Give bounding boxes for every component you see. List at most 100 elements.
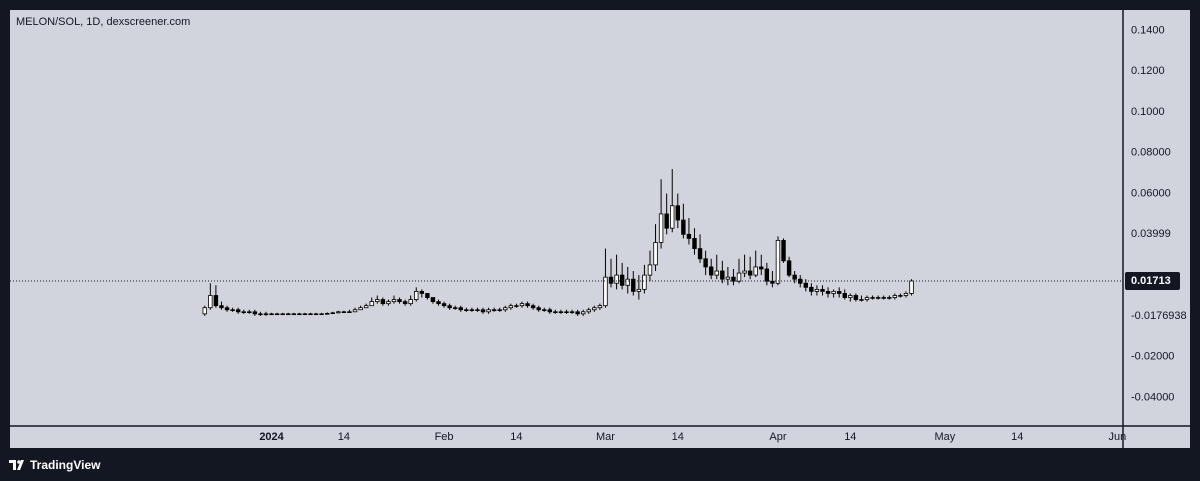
x-tick-label: 14 <box>510 431 522 443</box>
y-tick-label: 0.08000 <box>1131 147 1171 159</box>
candle-body <box>391 299 397 303</box>
y-tick-label: 0.06000 <box>1131 187 1171 199</box>
candle-body <box>519 303 525 307</box>
candle-body <box>419 291 425 294</box>
candle-body <box>575 311 580 315</box>
candle-body <box>330 312 335 315</box>
candle-body <box>848 295 853 298</box>
candle-body <box>825 291 831 294</box>
candle-body <box>241 311 246 314</box>
candle-body <box>814 288 820 292</box>
candle-body <box>864 297 870 300</box>
candle-body <box>870 297 875 299</box>
candle-body <box>286 313 291 316</box>
candle-body <box>831 291 836 294</box>
candle-body <box>647 264 653 276</box>
last-price-box <box>1125 271 1180 290</box>
candle-body <box>775 240 781 284</box>
candle-body <box>336 311 341 314</box>
candle-body <box>375 299 380 303</box>
candle-body <box>213 295 219 307</box>
y-tick-label: 0.03999 <box>1131 228 1171 240</box>
candle-body <box>486 309 491 313</box>
candle-body <box>881 297 886 299</box>
candle-body <box>642 274 647 290</box>
candle-body <box>464 309 469 311</box>
candle-body <box>503 307 508 311</box>
candle-body <box>569 311 575 314</box>
candle-body <box>352 309 358 313</box>
candle-body <box>508 305 514 309</box>
candle-body <box>592 307 597 311</box>
candle-body <box>853 295 859 300</box>
candle-body <box>308 313 313 316</box>
candle-body <box>425 293 430 298</box>
candle-body <box>875 297 881 299</box>
candle-body <box>842 293 847 298</box>
candle-body <box>441 303 447 307</box>
candle-body <box>536 307 541 311</box>
candle-body <box>603 276 608 307</box>
candle-body <box>480 309 486 313</box>
candle-body <box>836 291 842 294</box>
candle-body <box>703 258 708 268</box>
candle-body <box>597 305 603 309</box>
candle-body <box>402 301 408 305</box>
candle-body <box>208 295 213 309</box>
candle-body <box>892 295 898 298</box>
candle-body <box>887 297 892 299</box>
candle-body <box>720 270 725 280</box>
candle-body <box>770 280 775 284</box>
candle-body <box>653 242 658 266</box>
candle-body <box>670 205 675 229</box>
candle-body <box>714 270 719 276</box>
panel <box>10 10 1190 448</box>
candle-body <box>436 301 441 305</box>
x-tick-label: May <box>935 431 956 443</box>
y-tick-label: -0.02000 <box>1131 351 1174 363</box>
candle-body <box>530 305 536 309</box>
chart-title: MELON/SOL, 1D, dexscreener.com <box>16 16 190 28</box>
candle-body <box>452 307 458 309</box>
candle-body <box>903 293 909 296</box>
candle-body <box>708 266 714 276</box>
candle-body <box>369 301 374 307</box>
x-tick-label: 2024 <box>259 431 284 443</box>
x-tick-label: Apr <box>769 431 786 443</box>
candle-body <box>820 288 825 292</box>
candle-body <box>558 311 564 314</box>
candle-body <box>792 274 797 280</box>
candle-body <box>235 309 241 313</box>
x-tick-label: 14 <box>1011 431 1023 443</box>
candle-body <box>258 313 263 316</box>
candle-body <box>475 309 480 311</box>
candle-body <box>798 278 803 284</box>
candle-body <box>664 213 669 229</box>
candle-body <box>631 278 636 292</box>
candle-body <box>363 305 369 309</box>
candle-body <box>692 237 697 249</box>
candle-body <box>803 282 809 288</box>
candle-body <box>781 240 786 262</box>
candle-body <box>675 205 681 221</box>
candle-body <box>319 313 324 316</box>
x-tick-label: 14 <box>844 431 856 443</box>
candle-body <box>297 313 302 316</box>
candle-body <box>386 301 391 305</box>
last-price-label: 0.01713 <box>1131 275 1171 287</box>
brand: TradingView <box>30 458 101 472</box>
candle-body <box>469 309 475 311</box>
candle-body <box>358 307 363 311</box>
candle-body <box>414 291 419 300</box>
candle-body <box>580 311 586 315</box>
candle-body <box>658 213 664 243</box>
candle-body <box>742 270 747 274</box>
candle-body <box>786 260 792 276</box>
candle-body <box>347 311 352 314</box>
y-tick-label: -0.04000 <box>1131 391 1174 403</box>
candle-body <box>514 305 519 307</box>
x-tick-label: Mar <box>596 431 615 443</box>
candle-body <box>525 303 530 307</box>
candle-body <box>564 311 569 314</box>
candle-body <box>586 309 591 313</box>
